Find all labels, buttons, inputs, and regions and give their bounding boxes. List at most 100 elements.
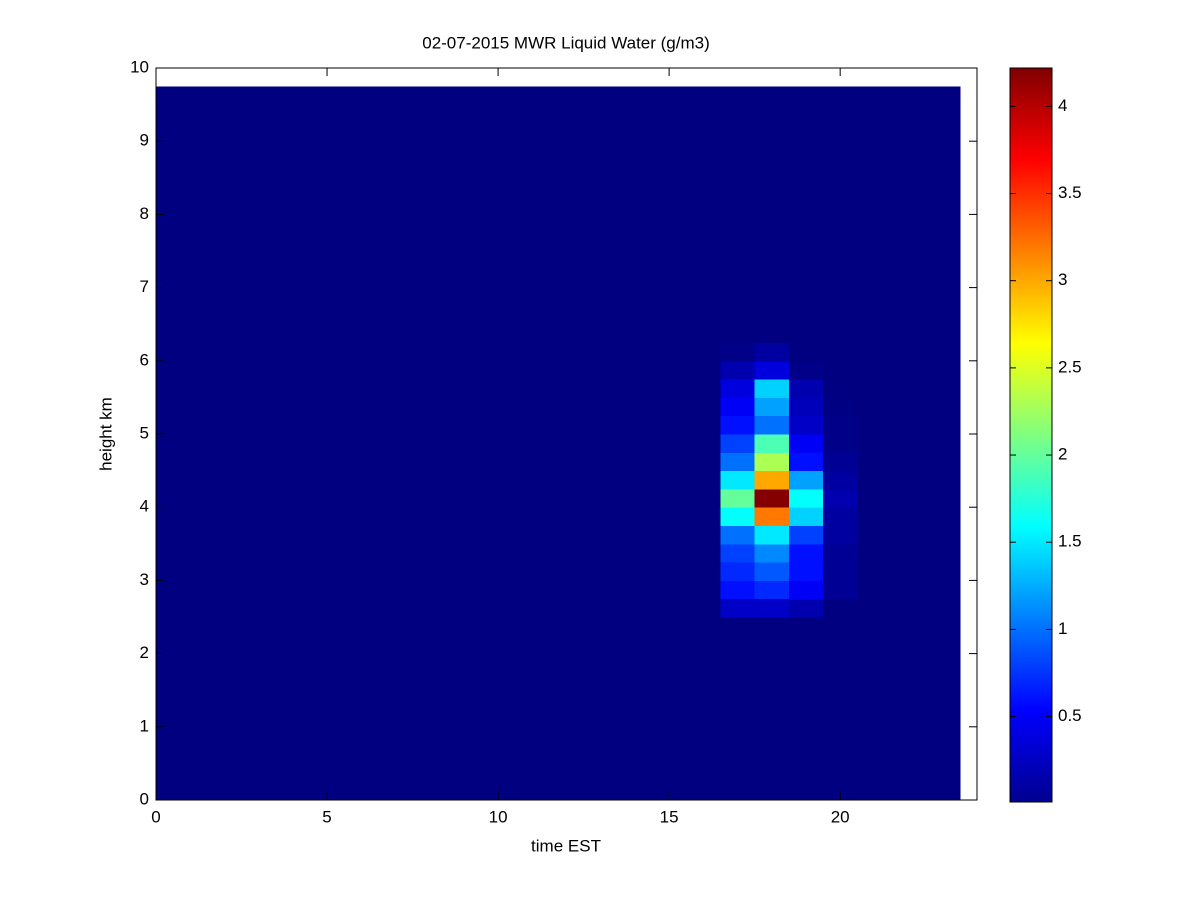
heatmap-cell (857, 379, 961, 398)
y-tick-label: 8 (140, 204, 149, 223)
x-axis-label: time EST (531, 836, 601, 855)
chart-title: 02-07-2015 MWR Liquid Water (g/m3) (422, 33, 710, 52)
heatmap-cell (156, 617, 721, 801)
heatmap-cell (720, 342, 756, 362)
colorbar-tick-label: 2 (1058, 445, 1067, 464)
colorbar-tick-label: 1.5 (1058, 532, 1082, 551)
heatmap-cell (788, 360, 824, 380)
heatmap-cell (754, 617, 790, 801)
heatmap-cell (823, 617, 858, 801)
heatmap-cell (823, 598, 858, 618)
heatmap-cell (788, 617, 824, 801)
y-tick-label: 6 (140, 350, 149, 369)
heatmap-cell (156, 562, 721, 581)
heatmap-cell (754, 470, 790, 490)
colorbar-tick-label: 0.5 (1058, 706, 1082, 725)
heatmap-cell (156, 525, 721, 545)
colorbar-tick-label: 2.5 (1058, 357, 1082, 376)
heatmap-cell (823, 507, 858, 526)
heatmap-cell (823, 452, 858, 472)
heatmap-cell (823, 397, 858, 417)
heatmap-cell (788, 379, 824, 398)
y-tick-label: 7 (140, 277, 149, 296)
heatmap-cell (788, 562, 824, 581)
heatmap-cell (720, 507, 756, 526)
heatmap-cell (156, 598, 721, 618)
heatmap-cell (754, 360, 790, 380)
heatmap-cell (857, 598, 961, 618)
heatmap-cell (720, 470, 756, 490)
heatmap-cell (720, 415, 756, 435)
x-tick-label: 10 (489, 807, 508, 826)
heatmap-cell (156, 360, 721, 380)
heatmap-cell (823, 580, 858, 600)
heatmap-cell (857, 470, 961, 490)
heatmap-cell (720, 525, 756, 545)
heatmap-cell (788, 525, 824, 545)
heatmap-cell (788, 470, 824, 490)
heatmap-cell (156, 488, 721, 508)
heatmap-cell (156, 434, 721, 453)
heatmap-cell (857, 452, 961, 472)
y-axis-label: height km (96, 397, 115, 471)
heatmap-cell (720, 86, 756, 344)
heatmap-cell (823, 360, 858, 380)
heatmap-cell (754, 342, 790, 362)
heatmap-cell (857, 86, 961, 344)
heatmap-cell (156, 507, 721, 526)
colorbar-tick-label: 3.5 (1058, 183, 1082, 202)
heatmap-cell (857, 507, 961, 526)
heatmap-cell (823, 379, 858, 398)
heatmap-cell (720, 397, 756, 417)
y-tick-label: 2 (140, 643, 149, 662)
y-tick-label: 3 (140, 570, 149, 589)
heatmap-cell (720, 488, 756, 508)
y-tick-label: 4 (140, 497, 149, 516)
heatmap-cell (720, 434, 756, 453)
heatmap-cell (754, 488, 790, 508)
colorbar-tick-label: 3 (1058, 270, 1067, 289)
colorbar-tick-label: 1 (1058, 619, 1067, 638)
heatmap-cell (823, 415, 858, 435)
heatmap-cell (156, 86, 721, 344)
heatmap-cell (754, 507, 790, 526)
heatmap-cell (788, 397, 824, 417)
heatmap-cell (720, 562, 756, 581)
heatmap-cell (823, 342, 858, 362)
heatmap-cell (823, 562, 858, 581)
heatmap-cell (857, 617, 961, 801)
heatmap-cell (754, 397, 790, 417)
heatmap-cell (788, 598, 824, 618)
heatmap-cell (720, 543, 756, 563)
y-tick-label: 0 (140, 789, 149, 808)
heatmap-cell (857, 488, 961, 508)
heatmap-cell (823, 543, 858, 563)
heatmap-cell (857, 543, 961, 563)
heatmap-cell (156, 342, 721, 362)
x-tick-label: 15 (660, 807, 679, 826)
heatmap-cell (823, 525, 858, 545)
heatmap-cell (720, 580, 756, 600)
heatmap-cell (788, 507, 824, 526)
heatmap-cell (857, 580, 961, 600)
heatmap-cell (823, 488, 858, 508)
heatmap-cell (156, 470, 721, 490)
heatmap-cell (720, 379, 756, 398)
heatmap-cell (788, 415, 824, 435)
heatmap-cell (156, 415, 721, 435)
y-tick-label: 1 (140, 716, 149, 735)
heatmap-cell (857, 434, 961, 453)
heatmap-cell (754, 379, 790, 398)
heatmap-cell (156, 580, 721, 600)
heatmap-cell (754, 598, 790, 618)
heatmap-cell (754, 415, 790, 435)
heatmap-cell (857, 397, 961, 417)
heatmap-cell (857, 562, 961, 581)
heatmap-cell (720, 598, 756, 618)
heatmap-cell (788, 434, 824, 453)
heatmap-cell (857, 525, 961, 545)
heatmap-cell (156, 379, 721, 398)
heatmap-cell (788, 488, 824, 508)
heatmap-cell (720, 452, 756, 472)
